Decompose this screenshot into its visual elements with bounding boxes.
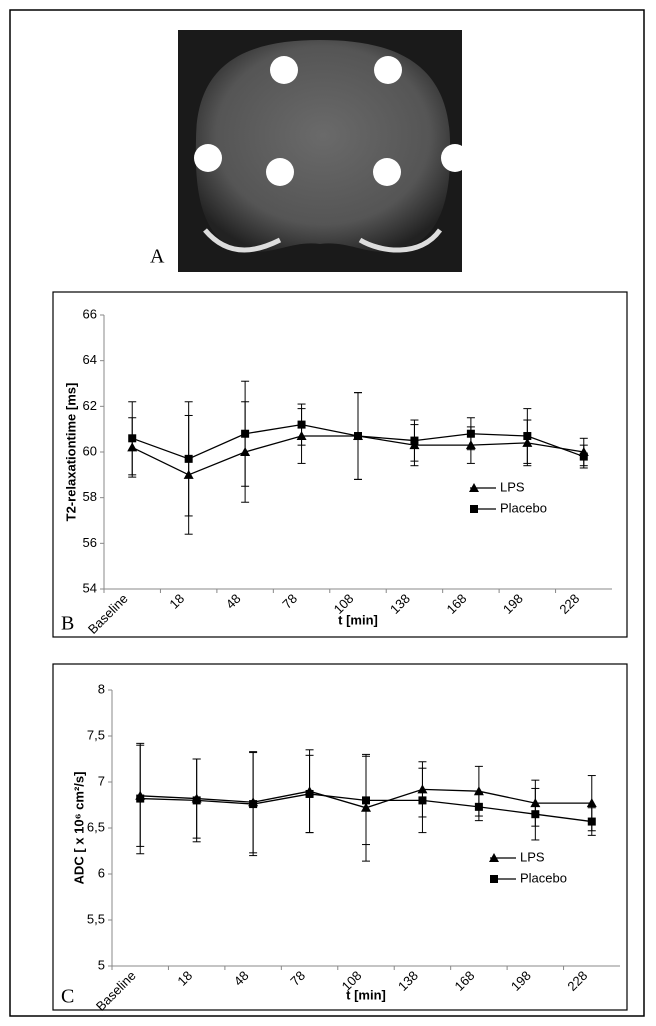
marker — [249, 800, 257, 808]
x-tick-label: 228 — [556, 591, 582, 617]
y-tick-label: 56 — [83, 535, 97, 550]
marker — [418, 796, 426, 804]
brain — [196, 40, 450, 252]
y-tick-label: 6,5 — [87, 819, 105, 834]
legend-label: LPS — [520, 849, 545, 864]
y-tick-label: 58 — [83, 489, 97, 504]
roi — [270, 56, 298, 84]
legend-label: LPS — [500, 479, 525, 494]
roi — [441, 144, 469, 172]
marker — [531, 810, 539, 818]
roi — [373, 158, 401, 186]
marker — [241, 430, 249, 438]
chart-frame — [53, 664, 627, 1010]
x-tick-label: 168 — [443, 591, 469, 617]
marker — [467, 430, 475, 438]
x-tick-label: 48 — [231, 968, 252, 989]
chart-frame — [53, 292, 627, 637]
y-axis-label: T2-relaxationtime [ms] — [63, 383, 78, 522]
y-tick-label: 64 — [83, 352, 97, 367]
y-tick-label: 7 — [98, 773, 105, 788]
x-tick-label: 18 — [166, 591, 187, 612]
x-axis-label: t [min] — [346, 987, 386, 1002]
marker — [354, 432, 362, 440]
x-tick-label: 198 — [508, 968, 534, 994]
x-tick-label: 138 — [395, 968, 421, 994]
x-tick-label: 78 — [279, 591, 300, 612]
legend-marker — [470, 505, 478, 513]
marker — [523, 432, 531, 440]
marker — [588, 818, 596, 826]
panel-label: B — [61, 613, 74, 635]
x-tick-label: 48 — [223, 591, 244, 612]
x-tick-label: Baseline — [93, 968, 139, 1014]
y-tick-label: 8 — [98, 681, 105, 696]
x-tick-label: 198 — [500, 591, 526, 617]
x-tick-label: 18 — [174, 968, 195, 989]
marker — [185, 455, 193, 463]
marker — [410, 437, 418, 445]
y-tick-label: 54 — [83, 580, 97, 595]
y-tick-label: 60 — [83, 443, 97, 458]
legend-label: Placebo — [500, 500, 547, 515]
x-tick-label: Baseline — [85, 591, 131, 637]
roi — [266, 158, 294, 186]
panel-label: A — [150, 246, 165, 268]
figure: A 54565860626466Baseline1848781081381681… — [0, 0, 656, 1026]
y-tick-label: 62 — [83, 398, 97, 413]
marker — [580, 453, 588, 461]
y-tick-label: 7,5 — [87, 727, 105, 742]
legend-label: Placebo — [520, 870, 567, 885]
mri-image — [178, 30, 469, 272]
page: A 54565860626466Baseline1848781081381681… — [0, 0, 656, 1026]
legend-marker — [490, 875, 498, 883]
y-tick-label: 5,5 — [87, 911, 105, 926]
marker — [128, 434, 136, 442]
marker — [362, 796, 370, 804]
y-tick-label: 6 — [98, 865, 105, 880]
marker — [298, 421, 306, 429]
y-tick-label: 66 — [83, 306, 97, 321]
roi — [374, 56, 402, 84]
x-tick-label: 138 — [387, 591, 413, 617]
marker — [193, 796, 201, 804]
y-axis-label: ADC [ x 10⁶ cm²/s] — [71, 772, 86, 885]
y-tick-label: 5 — [98, 957, 105, 972]
marker — [475, 803, 483, 811]
x-axis-label: t [min] — [338, 612, 378, 627]
marker — [306, 790, 314, 798]
x-tick-label: 78 — [287, 968, 308, 989]
marker — [136, 795, 144, 803]
x-tick-label: 168 — [451, 968, 477, 994]
roi — [194, 144, 222, 172]
x-tick-label: 228 — [564, 968, 590, 994]
panel-label: C — [61, 986, 74, 1008]
